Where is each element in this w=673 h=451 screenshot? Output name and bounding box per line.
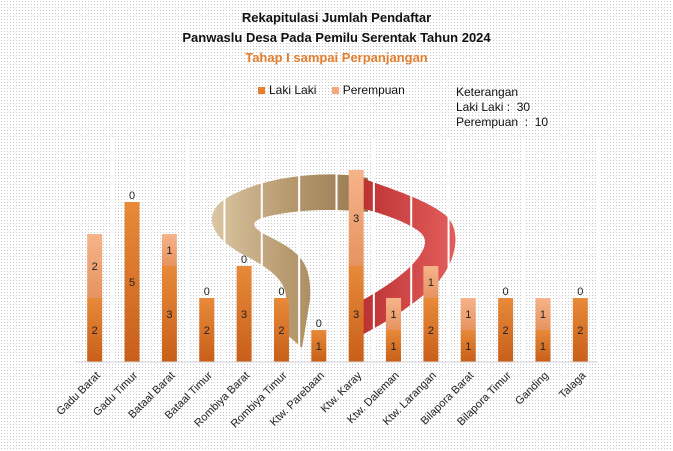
legend: Laki Laki Perempuan	[258, 83, 417, 97]
bar-perempuan	[348, 170, 364, 266]
data-label: 1	[316, 341, 322, 353]
annotation-line-laki: Laki Laki : 30	[456, 100, 531, 114]
column-separators	[74, 138, 599, 362]
bar-laki	[423, 298, 439, 362]
bar-perempuan	[423, 266, 439, 298]
data-label: 2	[428, 325, 434, 337]
data-label: 2	[92, 261, 98, 273]
data-label: 1	[166, 245, 172, 257]
bar-laki	[124, 202, 140, 362]
data-label: 0	[503, 286, 509, 298]
legend-swatch-laki	[258, 87, 265, 95]
bar-laki	[572, 298, 588, 362]
data-label: 1	[390, 309, 396, 321]
data-label: 3	[353, 309, 359, 321]
bar-laki	[498, 298, 514, 362]
data-label: 1	[540, 341, 546, 353]
data-label: 2	[204, 325, 210, 337]
chart-title-line2: Panwaslu Desa Pada Pemilu Serentak Tahun…	[182, 30, 491, 45]
bar-laki	[87, 298, 103, 362]
data-label: 1	[390, 341, 396, 353]
bar-laki	[161, 266, 177, 362]
data-label: 2	[577, 325, 583, 337]
bar-laki	[199, 298, 215, 362]
data-label: 2	[278, 325, 284, 337]
data-label: 1	[540, 309, 546, 321]
bars	[87, 170, 588, 362]
chart-title: Rekapitulasi Jumlah Pendaftar	[241, 10, 432, 25]
data-label: 2	[503, 325, 509, 337]
bar-laki	[460, 330, 476, 362]
bar-perempuan	[535, 298, 551, 330]
x-tick-label: Ganding	[513, 370, 551, 408]
annotation-heading: Keterangan	[456, 85, 519, 99]
data-label: 1	[428, 277, 434, 289]
bar-perempuan	[386, 298, 402, 330]
bar-laki	[236, 266, 252, 362]
bar-laki	[535, 330, 551, 362]
bar-perempuan	[161, 234, 177, 266]
logo-watermark	[211, 174, 456, 348]
data-label: 3	[241, 309, 247, 321]
legend-label-perempuan: Perempuan	[342, 83, 405, 97]
bar-perempuan	[460, 298, 476, 330]
annotation-line-perempuan: Perempuan : 10	[456, 115, 549, 129]
data-label: 0	[241, 254, 247, 266]
data-label: 0	[204, 286, 210, 298]
data-label: 0	[577, 286, 583, 298]
x-tick-label: Talaga	[557, 369, 589, 401]
bar-perempuan	[87, 234, 103, 298]
data-label: 0	[278, 286, 284, 298]
bar-laki	[311, 330, 327, 362]
legend-item-laki: Laki Laki	[258, 83, 316, 97]
legend-label-laki: Laki Laki	[269, 83, 317, 97]
bar-laki	[273, 298, 289, 362]
data-label: 0	[316, 318, 322, 330]
data-label: 1	[465, 341, 471, 353]
data-label: 3	[353, 213, 359, 225]
data-label: 3	[166, 309, 172, 321]
data-label: 2	[92, 325, 98, 337]
bar-laki	[386, 330, 402, 362]
data-labels: 2 2 5 0 3 1 2 0 3 0 2 0 1 0 3 3 1 1 2 1 1 1 2 0 1 1 2 0	[92, 190, 584, 353]
legend-item-perempuan: Perempuan	[331, 83, 405, 97]
data-label: 5	[129, 277, 135, 289]
data-label: 1	[465, 309, 471, 321]
chart-subtitle: Tahap I sampai Perpanjangan	[245, 50, 428, 65]
data-label: 0	[129, 190, 135, 202]
bar-laki	[348, 266, 364, 362]
legend-swatch-perempuan	[331, 87, 339, 95]
annotation-box: Keterangan Laki Laki : 30 Perempuan : 10	[456, 85, 548, 130]
